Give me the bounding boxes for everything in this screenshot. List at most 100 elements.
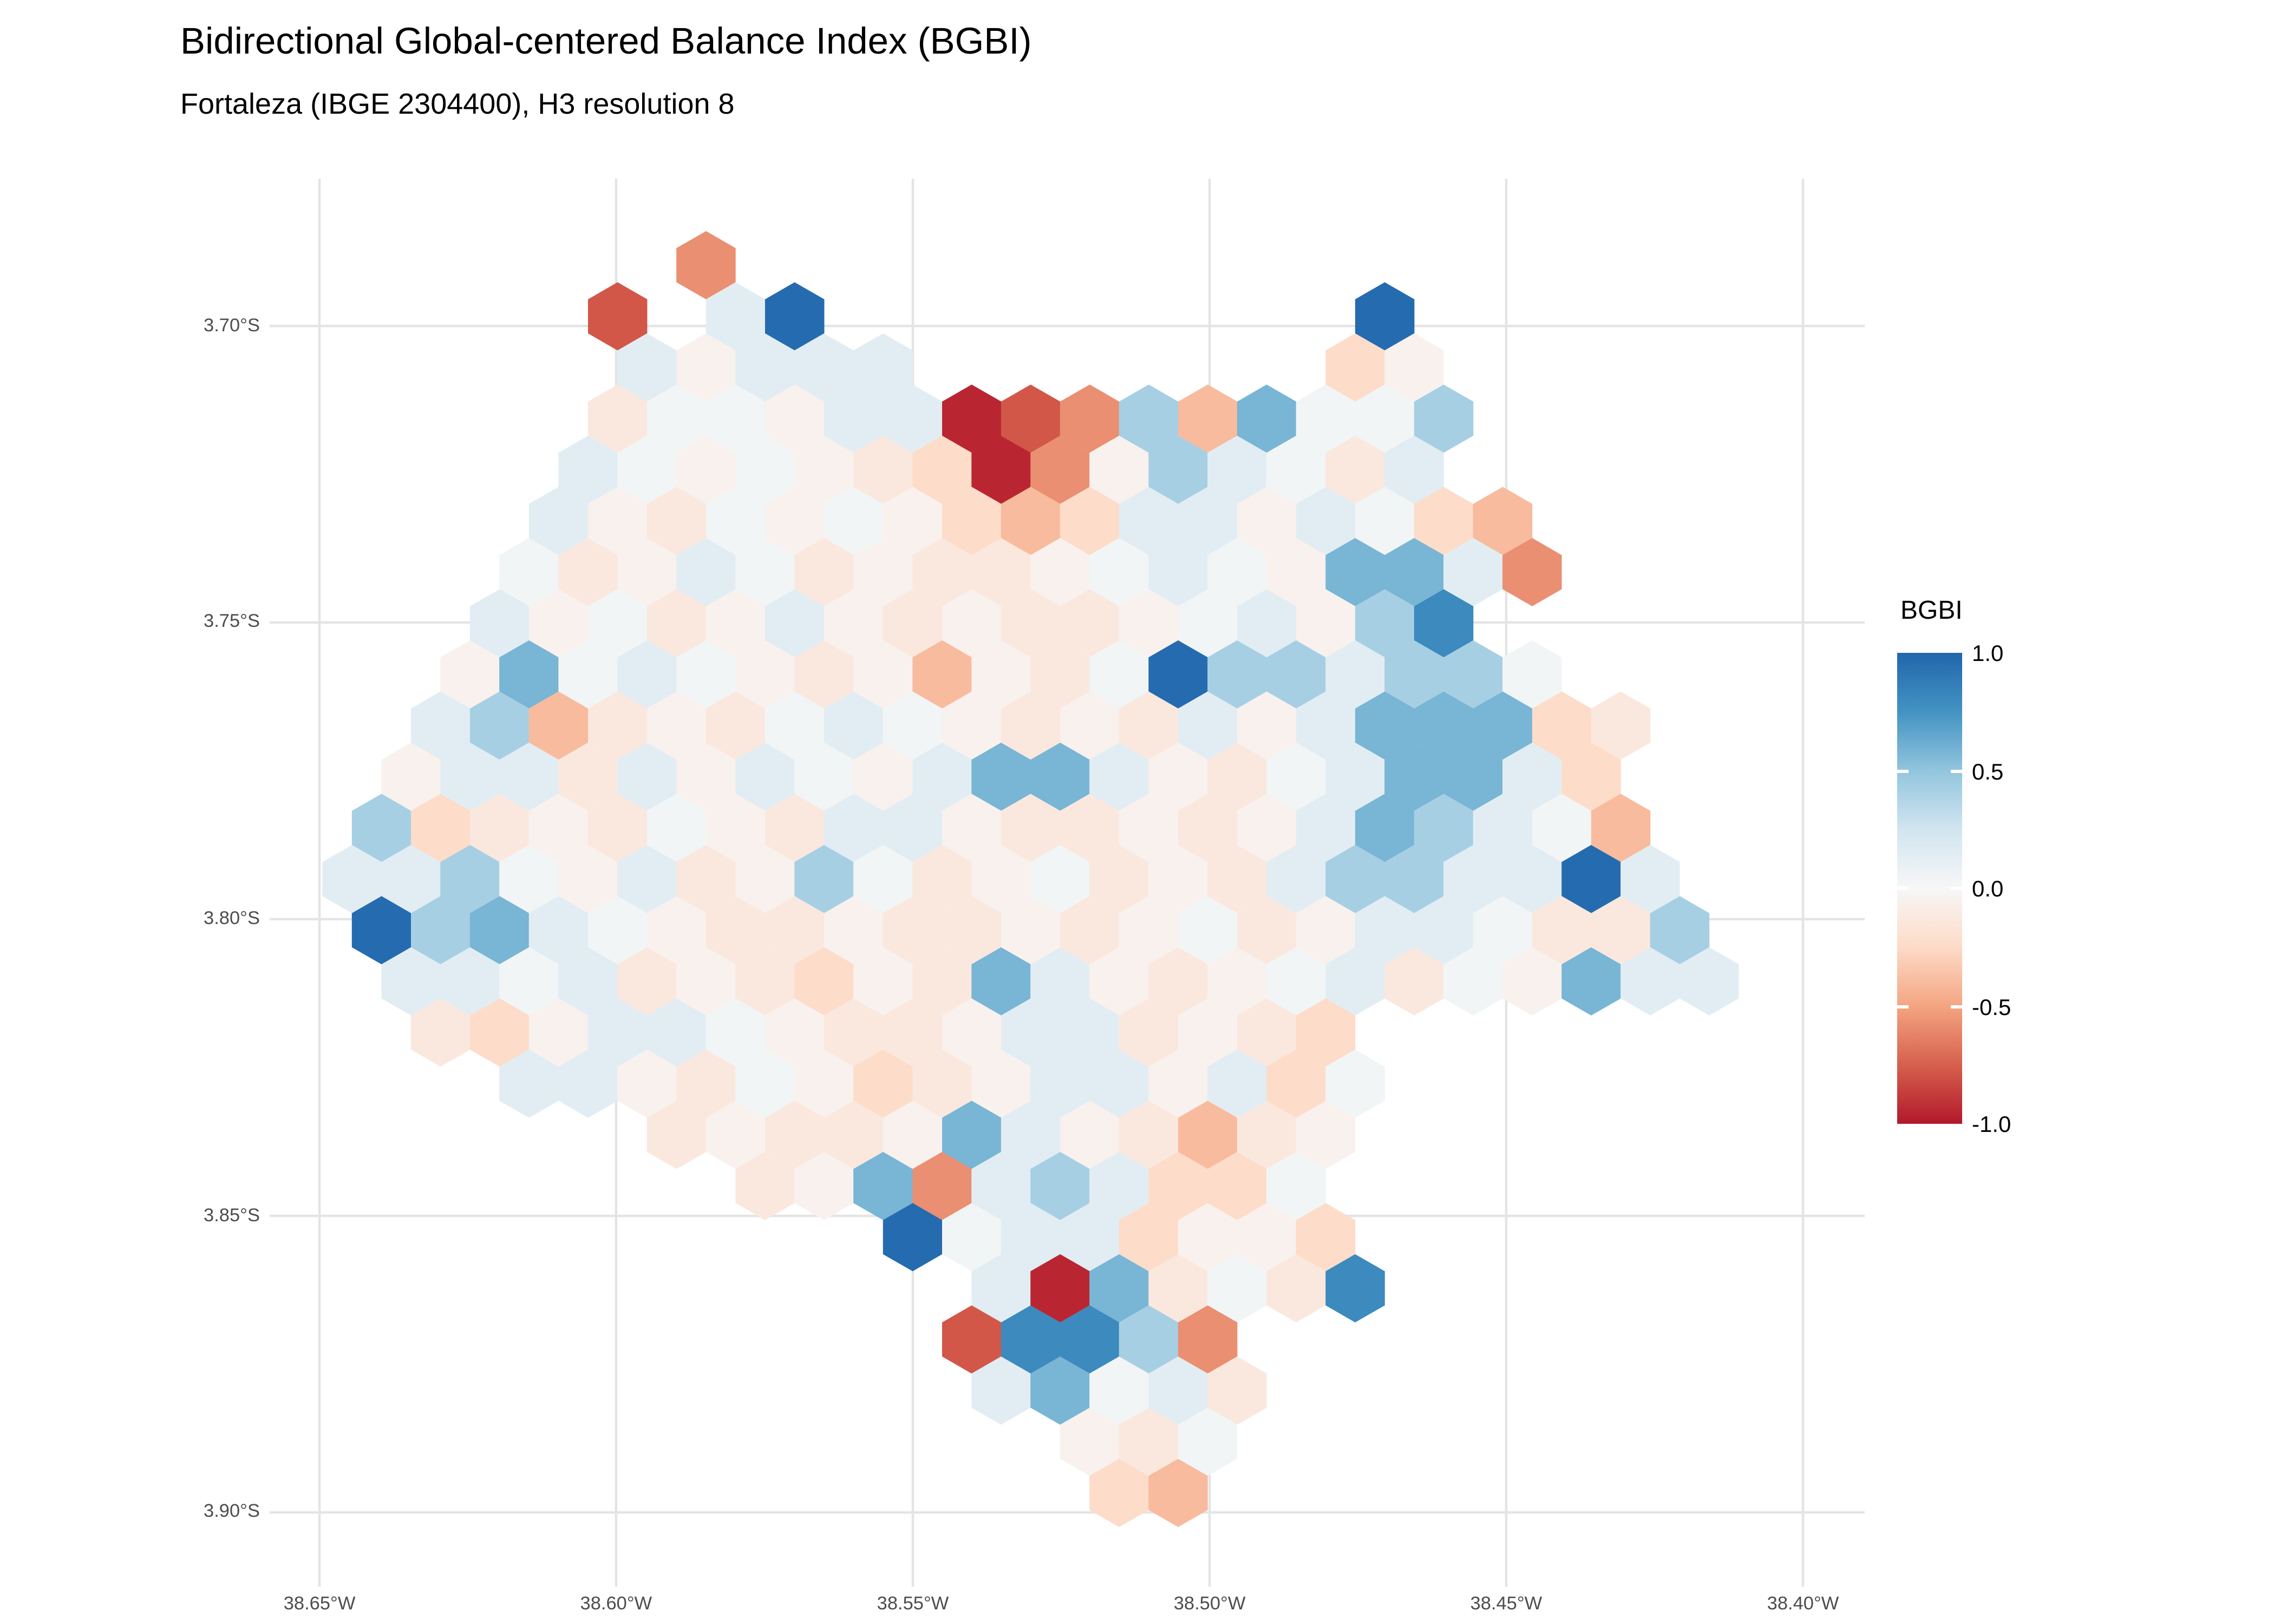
hex-cell bbox=[971, 538, 1031, 606]
hex-cell bbox=[1414, 794, 1474, 862]
hex-cell bbox=[1296, 487, 1356, 555]
y-tick-label: 3.80°S bbox=[204, 909, 260, 929]
hex-cell bbox=[912, 844, 972, 913]
hex-cell bbox=[499, 1049, 559, 1118]
hex-cell bbox=[1325, 538, 1385, 606]
legend-tick-label: 1.0 bbox=[1972, 640, 2004, 666]
hex-cell bbox=[646, 691, 707, 760]
hex-cell bbox=[1001, 794, 1061, 862]
hex-cell bbox=[1001, 691, 1061, 760]
hex-cell bbox=[1237, 691, 1297, 760]
hex-cell bbox=[1001, 896, 1061, 965]
hex-cell bbox=[1502, 947, 1562, 1016]
hex-cell bbox=[853, 333, 913, 402]
hex-cell bbox=[499, 844, 559, 913]
hex-cell bbox=[735, 742, 795, 811]
hex-cell bbox=[883, 589, 943, 658]
hex-cell bbox=[617, 1049, 677, 1118]
hex-cell bbox=[1325, 435, 1385, 504]
hex-cell bbox=[588, 282, 648, 351]
hex-cell bbox=[1414, 589, 1474, 658]
hex-cell bbox=[1296, 794, 1356, 862]
hex-cell bbox=[381, 947, 441, 1016]
colorbar-tick-mark bbox=[1897, 887, 1909, 890]
hex-cell bbox=[824, 589, 884, 658]
y-tick-label: 3.90°S bbox=[204, 1502, 260, 1522]
hex-cell bbox=[1384, 333, 1444, 402]
hex-cell bbox=[676, 231, 736, 299]
hex-cell bbox=[499, 947, 559, 1016]
hex-cell bbox=[794, 435, 854, 504]
hex-cell bbox=[1237, 589, 1297, 658]
legend-title: BGBI bbox=[1900, 598, 1963, 625]
hex-cell bbox=[1001, 998, 1061, 1067]
hex-cell bbox=[499, 742, 559, 811]
hex-cell bbox=[1502, 538, 1562, 606]
hex-cell bbox=[1148, 742, 1208, 811]
hex-cell bbox=[1178, 1305, 1238, 1374]
hex-cell bbox=[735, 435, 795, 504]
hex-cell bbox=[528, 589, 589, 658]
hex-cell bbox=[1148, 947, 1208, 1016]
hex-cell bbox=[617, 538, 677, 606]
hex-cell bbox=[1325, 844, 1385, 913]
hex-cell bbox=[735, 947, 795, 1016]
colorbar-tick-mark bbox=[1951, 1004, 1962, 1008]
hex-cell bbox=[1148, 1049, 1208, 1118]
hex-cell bbox=[942, 589, 1002, 658]
hex-cell bbox=[912, 742, 972, 811]
hex-cell bbox=[646, 998, 707, 1067]
hex-cell bbox=[971, 640, 1031, 709]
hex-cell bbox=[440, 742, 500, 811]
chart-title: Bidirectional Global-centered Balance In… bbox=[180, 19, 1032, 62]
hex-cell bbox=[853, 538, 913, 606]
x-tick-label: 38.40°W bbox=[1767, 1595, 1839, 1614]
hex-cell bbox=[794, 333, 854, 402]
hex-cell bbox=[1296, 589, 1356, 658]
hex-cell bbox=[1178, 487, 1238, 555]
hex-cell bbox=[528, 487, 589, 555]
hex-cell bbox=[765, 1101, 825, 1169]
hex-cell bbox=[1119, 896, 1179, 965]
hex-cell bbox=[971, 844, 1031, 913]
hex-cell bbox=[1296, 691, 1356, 760]
hex-cell bbox=[617, 844, 677, 913]
hex-cell bbox=[1355, 384, 1415, 453]
hex-cell bbox=[1207, 1049, 1267, 1118]
hex-cell bbox=[942, 1101, 1002, 1169]
hex-cell bbox=[942, 896, 1002, 965]
hex-cell bbox=[1325, 640, 1385, 709]
hex-cell bbox=[1355, 282, 1415, 351]
hex-cell bbox=[1650, 896, 1710, 965]
hex-cell bbox=[1119, 1203, 1179, 1272]
hex-cell bbox=[1060, 794, 1120, 862]
hex-cell bbox=[824, 487, 884, 555]
hex-cell bbox=[588, 896, 648, 965]
hex-cell bbox=[558, 435, 618, 504]
hex-cell bbox=[528, 794, 589, 862]
hex-cell bbox=[1591, 691, 1651, 760]
x-tick-label: 38.50°W bbox=[1173, 1595, 1246, 1614]
hex-cell bbox=[824, 794, 884, 862]
hex-cell bbox=[1089, 1049, 1149, 1118]
hex-cell bbox=[971, 1049, 1031, 1118]
hex-cell bbox=[1384, 844, 1444, 913]
hex-cell bbox=[705, 282, 766, 351]
hex-cell bbox=[617, 947, 677, 1016]
hex-cell bbox=[824, 896, 884, 965]
hex-cell bbox=[1030, 844, 1090, 913]
hex-cell bbox=[1060, 1305, 1120, 1374]
hex-cell bbox=[853, 435, 913, 504]
hex-cell bbox=[1001, 384, 1061, 453]
hex-cell bbox=[676, 947, 736, 1016]
hex-cell bbox=[1237, 384, 1297, 453]
hex-cell bbox=[1473, 487, 1533, 555]
hex-cell bbox=[381, 742, 441, 811]
hex-cell bbox=[1001, 589, 1061, 658]
hex-cell bbox=[1089, 538, 1149, 606]
legend-tick-labels: 1.0 0.5 0.0 -0.5 -1.0 bbox=[1972, 640, 2069, 1137]
hex-cell bbox=[1296, 384, 1356, 453]
hex-cell bbox=[646, 384, 707, 453]
hex-cell bbox=[1384, 640, 1444, 709]
